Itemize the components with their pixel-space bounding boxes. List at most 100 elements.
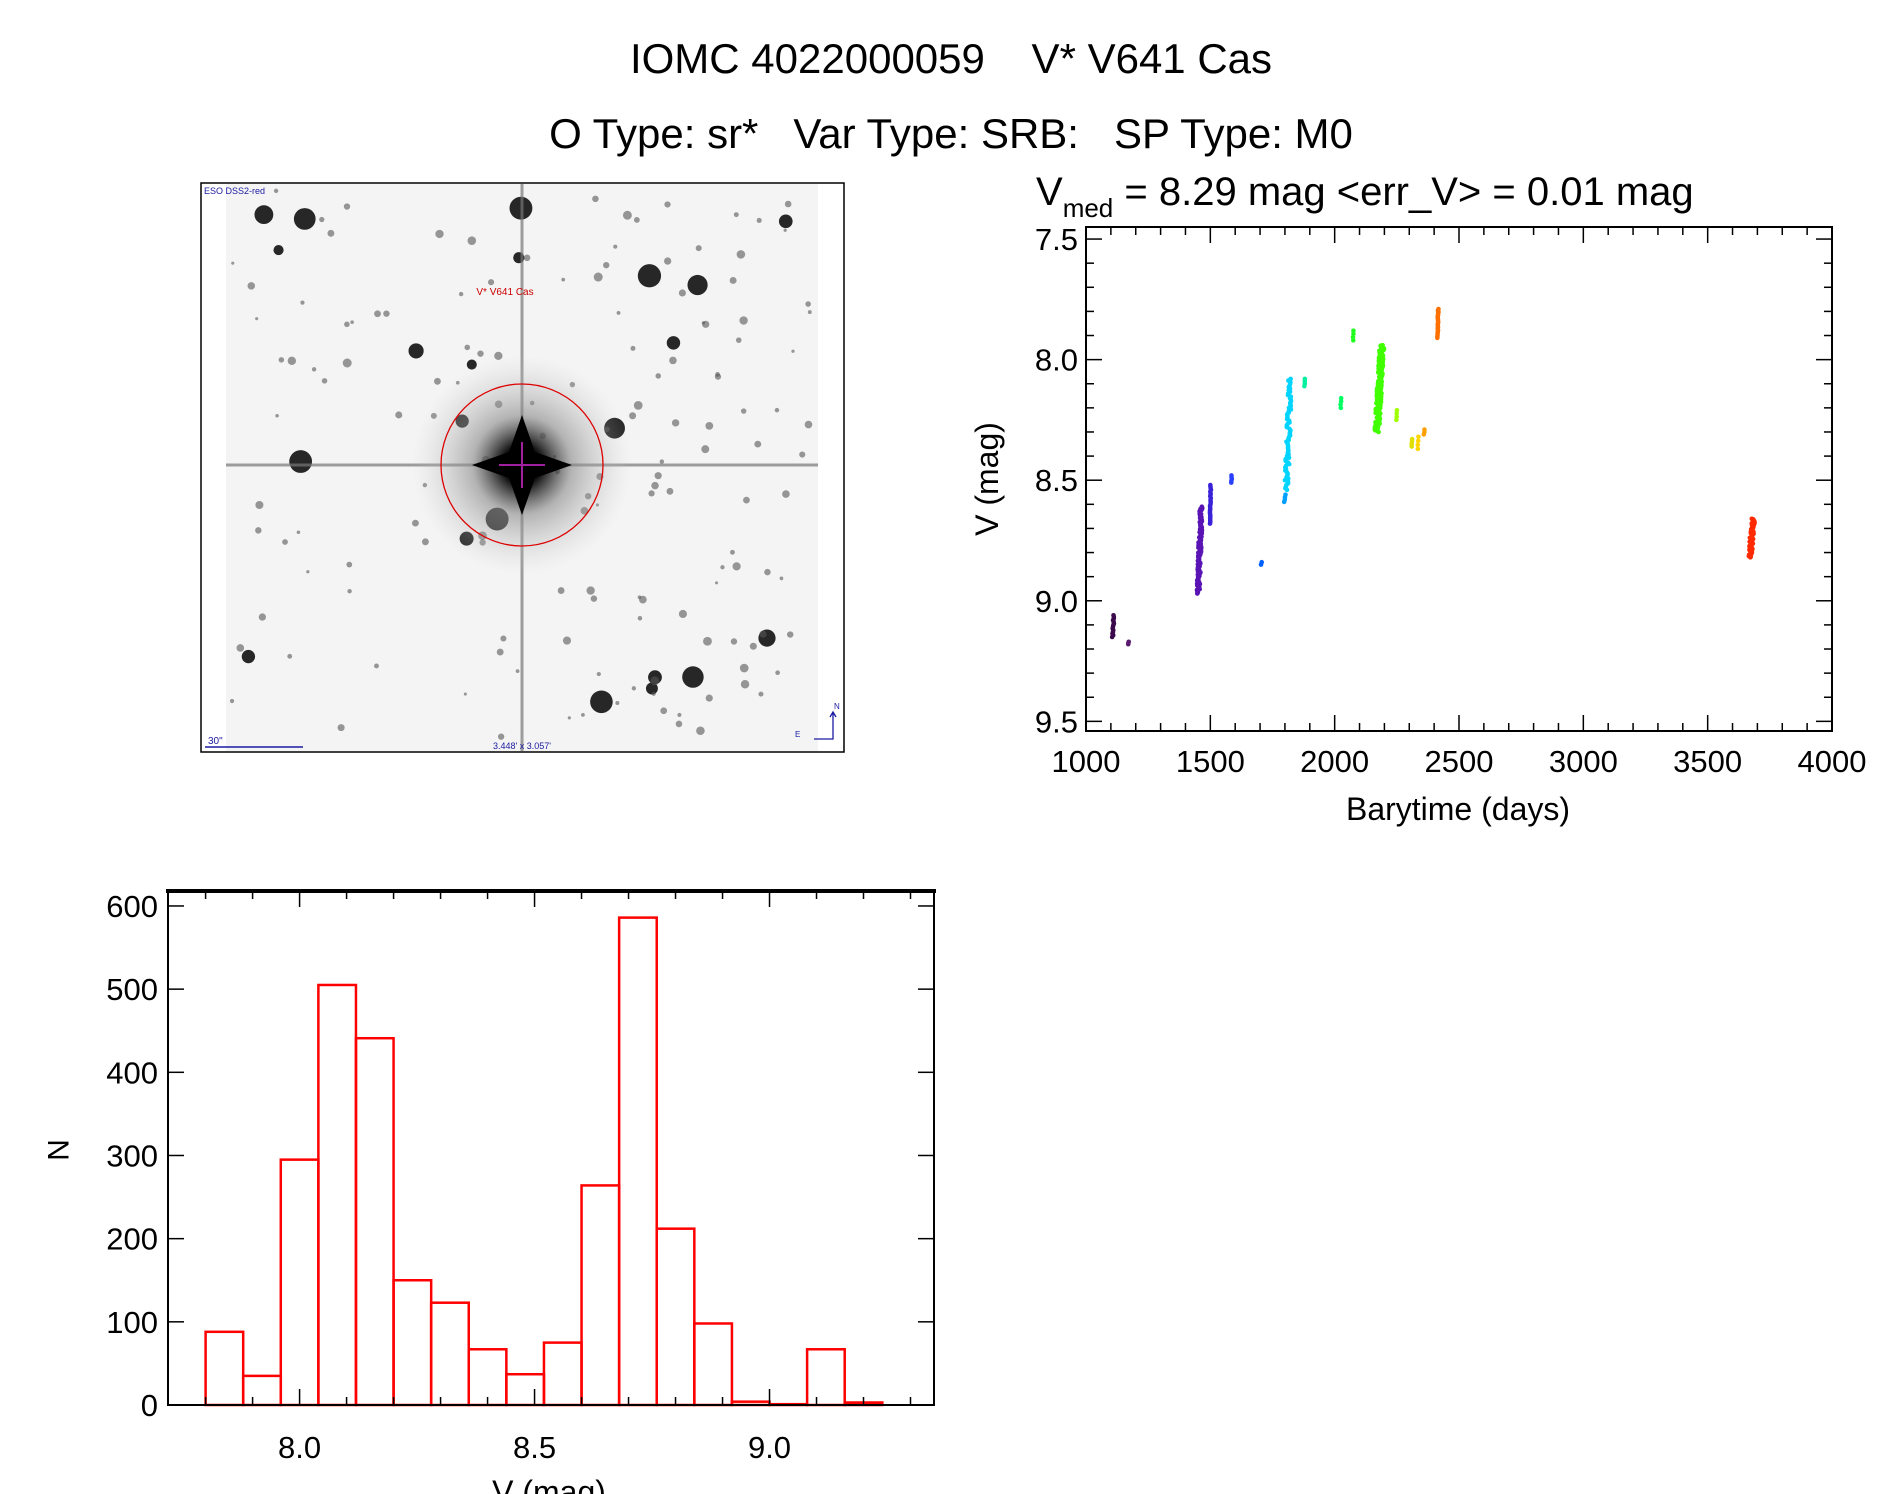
star xyxy=(581,712,585,717)
lc-xtick-label: 4000 xyxy=(1798,744,1867,779)
lc-data-point xyxy=(1109,634,1115,640)
star xyxy=(804,420,813,429)
star xyxy=(435,229,444,239)
star xyxy=(805,301,811,307)
lc-data-point xyxy=(1376,429,1381,435)
star xyxy=(346,561,353,568)
star xyxy=(739,663,749,673)
lc-data-point xyxy=(1281,499,1287,505)
star xyxy=(705,694,713,702)
star xyxy=(682,666,704,688)
star xyxy=(764,568,771,576)
histogram-bar xyxy=(317,983,358,1407)
star xyxy=(756,217,762,223)
star xyxy=(759,630,767,638)
star xyxy=(463,692,467,696)
histogram-bar xyxy=(279,1158,320,1407)
star xyxy=(675,720,683,728)
star xyxy=(622,210,632,220)
star xyxy=(434,377,441,385)
star xyxy=(783,228,787,232)
lc-data-point xyxy=(1415,446,1421,452)
histogram-bar xyxy=(655,1227,696,1407)
star xyxy=(343,203,351,210)
histogram-bar xyxy=(580,1184,621,1407)
star xyxy=(467,236,477,245)
star xyxy=(344,321,350,328)
star xyxy=(660,707,668,715)
star xyxy=(342,358,352,368)
star xyxy=(784,200,792,208)
hist-xtick-label: 8.0 xyxy=(278,1430,321,1465)
star xyxy=(421,538,429,546)
lc-data-point xyxy=(1409,444,1415,449)
star xyxy=(278,357,285,363)
star xyxy=(236,644,245,652)
star xyxy=(327,229,335,237)
star xyxy=(666,336,681,350)
lc-data-point xyxy=(1338,395,1344,401)
star xyxy=(664,257,672,265)
star xyxy=(733,212,739,218)
star xyxy=(729,276,737,284)
star xyxy=(758,691,764,697)
lc-data-point xyxy=(1416,434,1421,440)
star xyxy=(695,245,702,252)
hist-ytick-label: 0 xyxy=(141,1388,158,1423)
finder-chart-image: ESO DSS2-red V* V641 Cas 30" 3.448' x 3.… xyxy=(200,182,845,753)
star xyxy=(300,300,305,305)
lc-ytick-label: 8.0 xyxy=(1035,343,1078,378)
lc-xtick-label: 1500 xyxy=(1176,744,1245,779)
hist-ytick-label: 100 xyxy=(106,1305,158,1340)
star xyxy=(631,686,636,691)
star xyxy=(678,289,686,297)
star xyxy=(275,414,279,418)
hist-ytick-label: 200 xyxy=(106,1222,158,1257)
survey-label: ESO DSS2-red xyxy=(204,186,265,196)
star xyxy=(633,217,640,223)
scale-label: 30" xyxy=(208,736,223,747)
star xyxy=(374,663,379,669)
star xyxy=(732,562,741,571)
star xyxy=(630,345,636,351)
histogram-bar xyxy=(617,916,658,1407)
star xyxy=(743,496,750,504)
lc-data-point xyxy=(1394,417,1399,423)
star xyxy=(687,274,708,296)
star xyxy=(586,586,595,595)
lc-data-point xyxy=(1415,442,1421,448)
lc-data-point xyxy=(1351,328,1356,333)
lc-title-rest: = 8.29 mag <err_V> = 0.01 mag xyxy=(1113,170,1693,214)
hist-ytick-label: 400 xyxy=(106,1055,158,1090)
star xyxy=(633,400,643,410)
hist-ytick-label: 300 xyxy=(106,1138,158,1173)
star xyxy=(347,589,352,594)
star xyxy=(666,487,674,495)
star xyxy=(807,310,812,315)
star xyxy=(287,356,297,365)
star xyxy=(778,214,793,229)
lc-data-point xyxy=(1415,438,1421,444)
star xyxy=(500,635,507,642)
hist-xtick-label: 9.0 xyxy=(748,1430,791,1465)
star xyxy=(321,378,328,384)
lc-xtick-label: 3500 xyxy=(1673,744,1742,779)
star xyxy=(648,490,655,497)
lc-xtick-label: 1000 xyxy=(1052,744,1121,779)
lc-data-point xyxy=(1435,335,1440,341)
star xyxy=(775,670,780,676)
star xyxy=(561,277,566,282)
lc-data-point xyxy=(1338,405,1344,411)
star xyxy=(296,530,301,535)
star xyxy=(273,188,279,194)
star xyxy=(720,565,725,570)
target-circle xyxy=(440,383,604,547)
star xyxy=(799,451,806,458)
histogram-bar xyxy=(204,1330,245,1407)
star xyxy=(703,636,712,646)
star xyxy=(592,195,599,203)
star xyxy=(678,609,687,619)
star xyxy=(730,549,735,555)
lc-data-point xyxy=(1194,591,1200,596)
star xyxy=(596,671,601,677)
